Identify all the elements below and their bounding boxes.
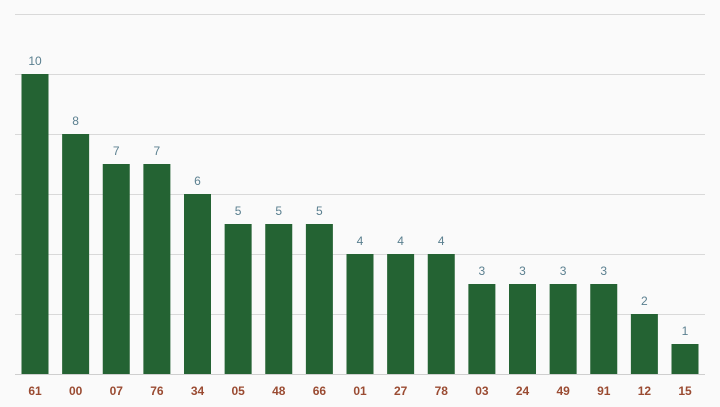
bar-15 <box>671 344 699 374</box>
x-tick-label-00: 00 <box>69 384 83 398</box>
bar-49 <box>549 284 577 374</box>
x-tick-label-78: 78 <box>435 384 449 398</box>
data-label-24: 3 <box>519 264 526 278</box>
data-label-05: 5 <box>235 204 242 218</box>
data-label-15: 1 <box>682 324 689 338</box>
x-tick-label-91: 91 <box>597 384 611 398</box>
bar-01 <box>346 254 374 374</box>
x-tick-label-34: 34 <box>191 384 205 398</box>
x-axis-tick-labels: 61 00 07 76 34 05 48 66 01 27 78 03 24 49 91 12 15 <box>28 384 692 398</box>
bar-24 <box>509 284 536 374</box>
bar-05 <box>224 224 252 374</box>
data-label-91: 3 <box>600 264 607 278</box>
bar-00 <box>62 134 90 374</box>
x-tick-label-12: 12 <box>638 384 652 398</box>
x-tick-label-15: 15 <box>678 384 692 398</box>
x-tick-label-05: 05 <box>231 384 245 398</box>
bar-91 <box>590 284 618 374</box>
data-label-27: 4 <box>397 234 404 248</box>
x-tick-label-24: 24 <box>516 384 530 398</box>
data-label-49: 3 <box>560 264 567 278</box>
data-label-66: 5 <box>316 204 323 218</box>
data-label-07: 7 <box>113 144 120 158</box>
data-label-34: 6 <box>194 174 201 188</box>
bar-07 <box>102 164 130 374</box>
bar-27 <box>387 254 415 374</box>
x-tick-label-01: 01 <box>353 384 367 398</box>
data-label-48: 5 <box>275 204 282 218</box>
data-label-03: 3 <box>479 264 486 278</box>
bar-48 <box>265 224 293 374</box>
x-tick-label-27: 27 <box>394 384 408 398</box>
bar-12 <box>630 314 658 374</box>
x-tick-label-49: 49 <box>556 384 570 398</box>
x-tick-label-07: 07 <box>110 384 124 398</box>
data-label-61: 10 <box>28 54 42 68</box>
bar-03 <box>468 284 496 374</box>
bars <box>21 74 699 374</box>
data-label-78: 4 <box>438 234 445 248</box>
data-label-00: 8 <box>72 114 79 128</box>
value-labels: 10 8 7 7 6 5 5 5 4 4 4 3 3 3 3 2 1 <box>28 54 688 338</box>
data-label-76: 7 <box>154 144 161 158</box>
bar-66 <box>305 224 333 374</box>
x-tick-label-48: 48 <box>272 384 286 398</box>
x-tick-label-03: 03 <box>475 384 489 398</box>
bar-76 <box>143 164 171 374</box>
bar-34 <box>184 194 211 374</box>
bar-61 <box>21 74 49 374</box>
x-tick-label-76: 76 <box>150 384 164 398</box>
data-label-01: 4 <box>357 234 364 248</box>
x-tick-label-66: 66 <box>313 384 327 398</box>
data-label-12: 2 <box>641 294 648 308</box>
x-tick-label-61: 61 <box>28 384 42 398</box>
bar-78 <box>427 254 455 374</box>
